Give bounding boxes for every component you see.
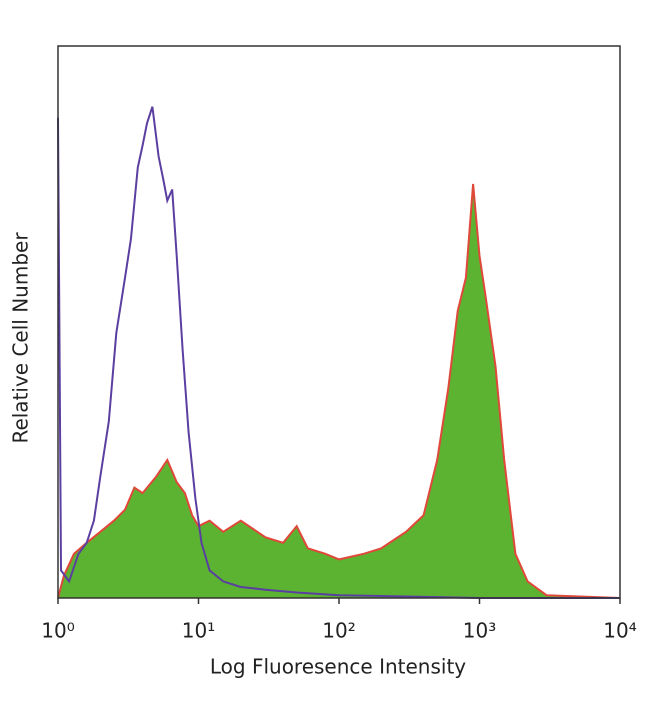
x-tick-label: 10⁰ bbox=[41, 619, 74, 643]
x-tick-label: 10¹ bbox=[182, 619, 215, 643]
x-tick-label: 10² bbox=[322, 619, 355, 643]
x-axis-label: Log Fluoresence Intensity bbox=[210, 655, 466, 679]
x-tick-label: 10⁴ bbox=[603, 619, 636, 643]
x-tick-label: 10³ bbox=[463, 619, 496, 643]
line bbox=[57, 106, 620, 599]
area bbox=[58, 184, 620, 598]
y-axis-label: Relative Cell Number bbox=[9, 232, 33, 444]
line bbox=[57, 183, 621, 599]
